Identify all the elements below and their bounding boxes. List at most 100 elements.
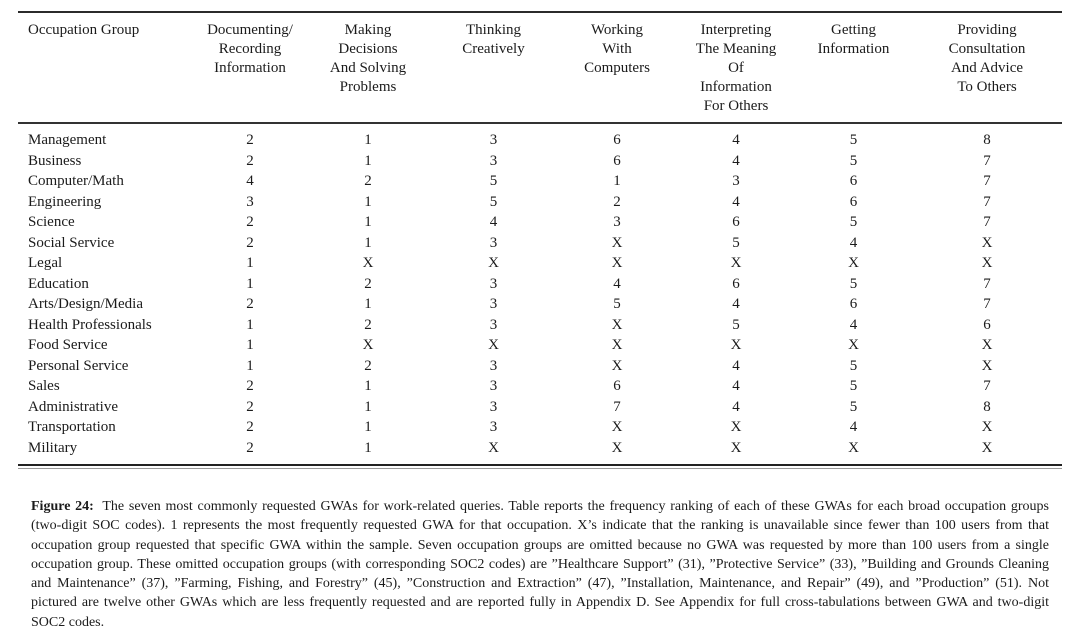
rank-cell: 4 xyxy=(732,132,740,148)
occupation-cell: Education xyxy=(28,275,89,292)
rank-cell: 5 xyxy=(849,398,858,415)
rank-cell: X xyxy=(848,337,859,353)
rank-cell: X xyxy=(611,234,623,251)
rank-cell: X xyxy=(981,357,993,374)
table-row: Arts/Design/Media 2 1 3 5 4 6 7 xyxy=(18,294,1062,315)
rank-cell: 5 xyxy=(489,193,498,210)
table-row: Computer/Math 4 2 5 1 3 6 7 xyxy=(18,171,1062,192)
rank-cell: 8 xyxy=(983,132,991,148)
rank-cell: X xyxy=(848,439,859,456)
rank-cell: 5 xyxy=(613,296,621,312)
rank-cell: 3 xyxy=(732,173,740,189)
column-header: Getting Information xyxy=(795,12,912,124)
column-header: Providing Consultation And Advice To Oth… xyxy=(912,12,1062,124)
gwa-ranking-table: Occupation Group Documenting/ Recording I… xyxy=(18,11,1062,464)
rank-cell: 1 xyxy=(246,337,254,353)
rank-cell: X xyxy=(981,439,993,456)
rank-cell: 1 xyxy=(364,378,372,394)
rank-cell: 6 xyxy=(613,378,621,394)
rank-cell: X xyxy=(981,255,993,271)
rank-cell: 3 xyxy=(489,152,498,169)
rank-cell: 7 xyxy=(983,193,991,210)
rank-cell: 2 xyxy=(364,275,372,292)
rank-cell: X xyxy=(611,255,623,271)
rank-cell: X xyxy=(611,316,623,333)
rank-cell: X xyxy=(488,439,499,456)
rank-cell: 6 xyxy=(732,214,740,230)
occupation-cell: Transportation xyxy=(28,419,116,435)
rank-cell: 4 xyxy=(732,357,740,374)
occupation-cell: Military xyxy=(28,439,78,456)
column-header: Documenting/ Recording Information xyxy=(194,12,306,124)
rank-cell: 2 xyxy=(364,357,372,374)
rank-cell: 4 xyxy=(732,398,740,415)
rank-cell: X xyxy=(488,255,499,271)
rank-cell: 2 xyxy=(246,398,254,415)
table-row: Food Service 1 X X X X X X xyxy=(18,335,1062,356)
rank-cell: 6 xyxy=(983,316,991,333)
rank-cell: X xyxy=(611,419,623,435)
header-row: Occupation Group Documenting/ Recording I… xyxy=(18,12,1062,124)
rank-cell: 3 xyxy=(489,234,498,251)
rank-cell: X xyxy=(981,419,993,435)
rank-cell: 7 xyxy=(983,275,991,292)
rank-cell: 6 xyxy=(849,193,858,210)
rank-cell: 4 xyxy=(849,419,858,435)
rank-cell: 3 xyxy=(489,378,498,394)
occupation-cell: Personal Service xyxy=(28,357,129,374)
rank-cell: 4 xyxy=(732,378,740,394)
rank-cell: X xyxy=(730,439,742,456)
occupation-cell: Business xyxy=(28,152,82,169)
rank-cell: X xyxy=(611,357,623,374)
table-row: Science 2 1 4 3 6 5 7 xyxy=(18,212,1062,233)
rank-cell: X xyxy=(981,234,993,251)
rank-cell: 5 xyxy=(849,275,858,292)
rank-cell: 2 xyxy=(613,193,621,210)
rank-cell: 1 xyxy=(364,398,372,415)
rank-cell: X xyxy=(611,439,623,456)
rank-cell: 3 xyxy=(489,296,498,312)
occupation-cell: Sales xyxy=(28,378,60,394)
rank-cell: 4 xyxy=(732,296,740,312)
rank-cell: 7 xyxy=(613,398,621,415)
rank-cell: 4 xyxy=(489,214,498,230)
table-row: Transportation 2 1 3 X X 4 X xyxy=(18,417,1062,438)
rank-cell: 1 xyxy=(246,357,254,374)
table-row: Business 2 1 3 6 4 5 7 xyxy=(18,151,1062,172)
rank-cell: 1 xyxy=(364,419,372,435)
rank-cell: 4 xyxy=(732,152,740,169)
rank-cell: 7 xyxy=(983,214,991,230)
rank-cell: 5 xyxy=(849,357,858,374)
rank-cell: 3 xyxy=(489,398,498,415)
rank-cell: 2 xyxy=(246,439,254,456)
table-row: Personal Service 1 2 3 X 4 5 X xyxy=(18,356,1062,377)
rank-cell: 5 xyxy=(849,214,858,230)
column-header: Occupation Group xyxy=(18,12,194,124)
rank-cell: 4 xyxy=(613,275,621,292)
rank-cell: 2 xyxy=(246,419,254,435)
rank-cell: 3 xyxy=(489,357,498,374)
rank-cell: 6 xyxy=(613,152,621,169)
rank-cell: X xyxy=(488,337,499,353)
rank-cell: 2 xyxy=(246,214,254,230)
rank-cell: 3 xyxy=(246,193,254,210)
occupation-cell: Science xyxy=(28,214,75,230)
rank-cell: X xyxy=(730,337,742,353)
rank-cell: 1 xyxy=(364,132,372,148)
table-row: Legal 1 X X X X X X xyxy=(18,253,1062,274)
rank-cell: 5 xyxy=(849,132,858,148)
rank-cell: X xyxy=(362,337,374,353)
rank-cell: 2 xyxy=(364,316,372,333)
rank-cell: 6 xyxy=(732,275,740,292)
occupation-cell: Computer/Math xyxy=(28,173,124,189)
rank-cell: 2 xyxy=(364,173,372,189)
rank-cell: 2 xyxy=(246,152,254,169)
rank-cell: 7 xyxy=(983,296,991,312)
occupation-cell: Management xyxy=(28,132,107,148)
rank-cell: 4 xyxy=(849,316,858,333)
rank-cell: 7 xyxy=(983,173,991,189)
rank-cell: X xyxy=(730,419,742,435)
rank-cell: X xyxy=(981,337,993,353)
caption-text: The seven most commonly requested GWAs f… xyxy=(31,499,1050,630)
